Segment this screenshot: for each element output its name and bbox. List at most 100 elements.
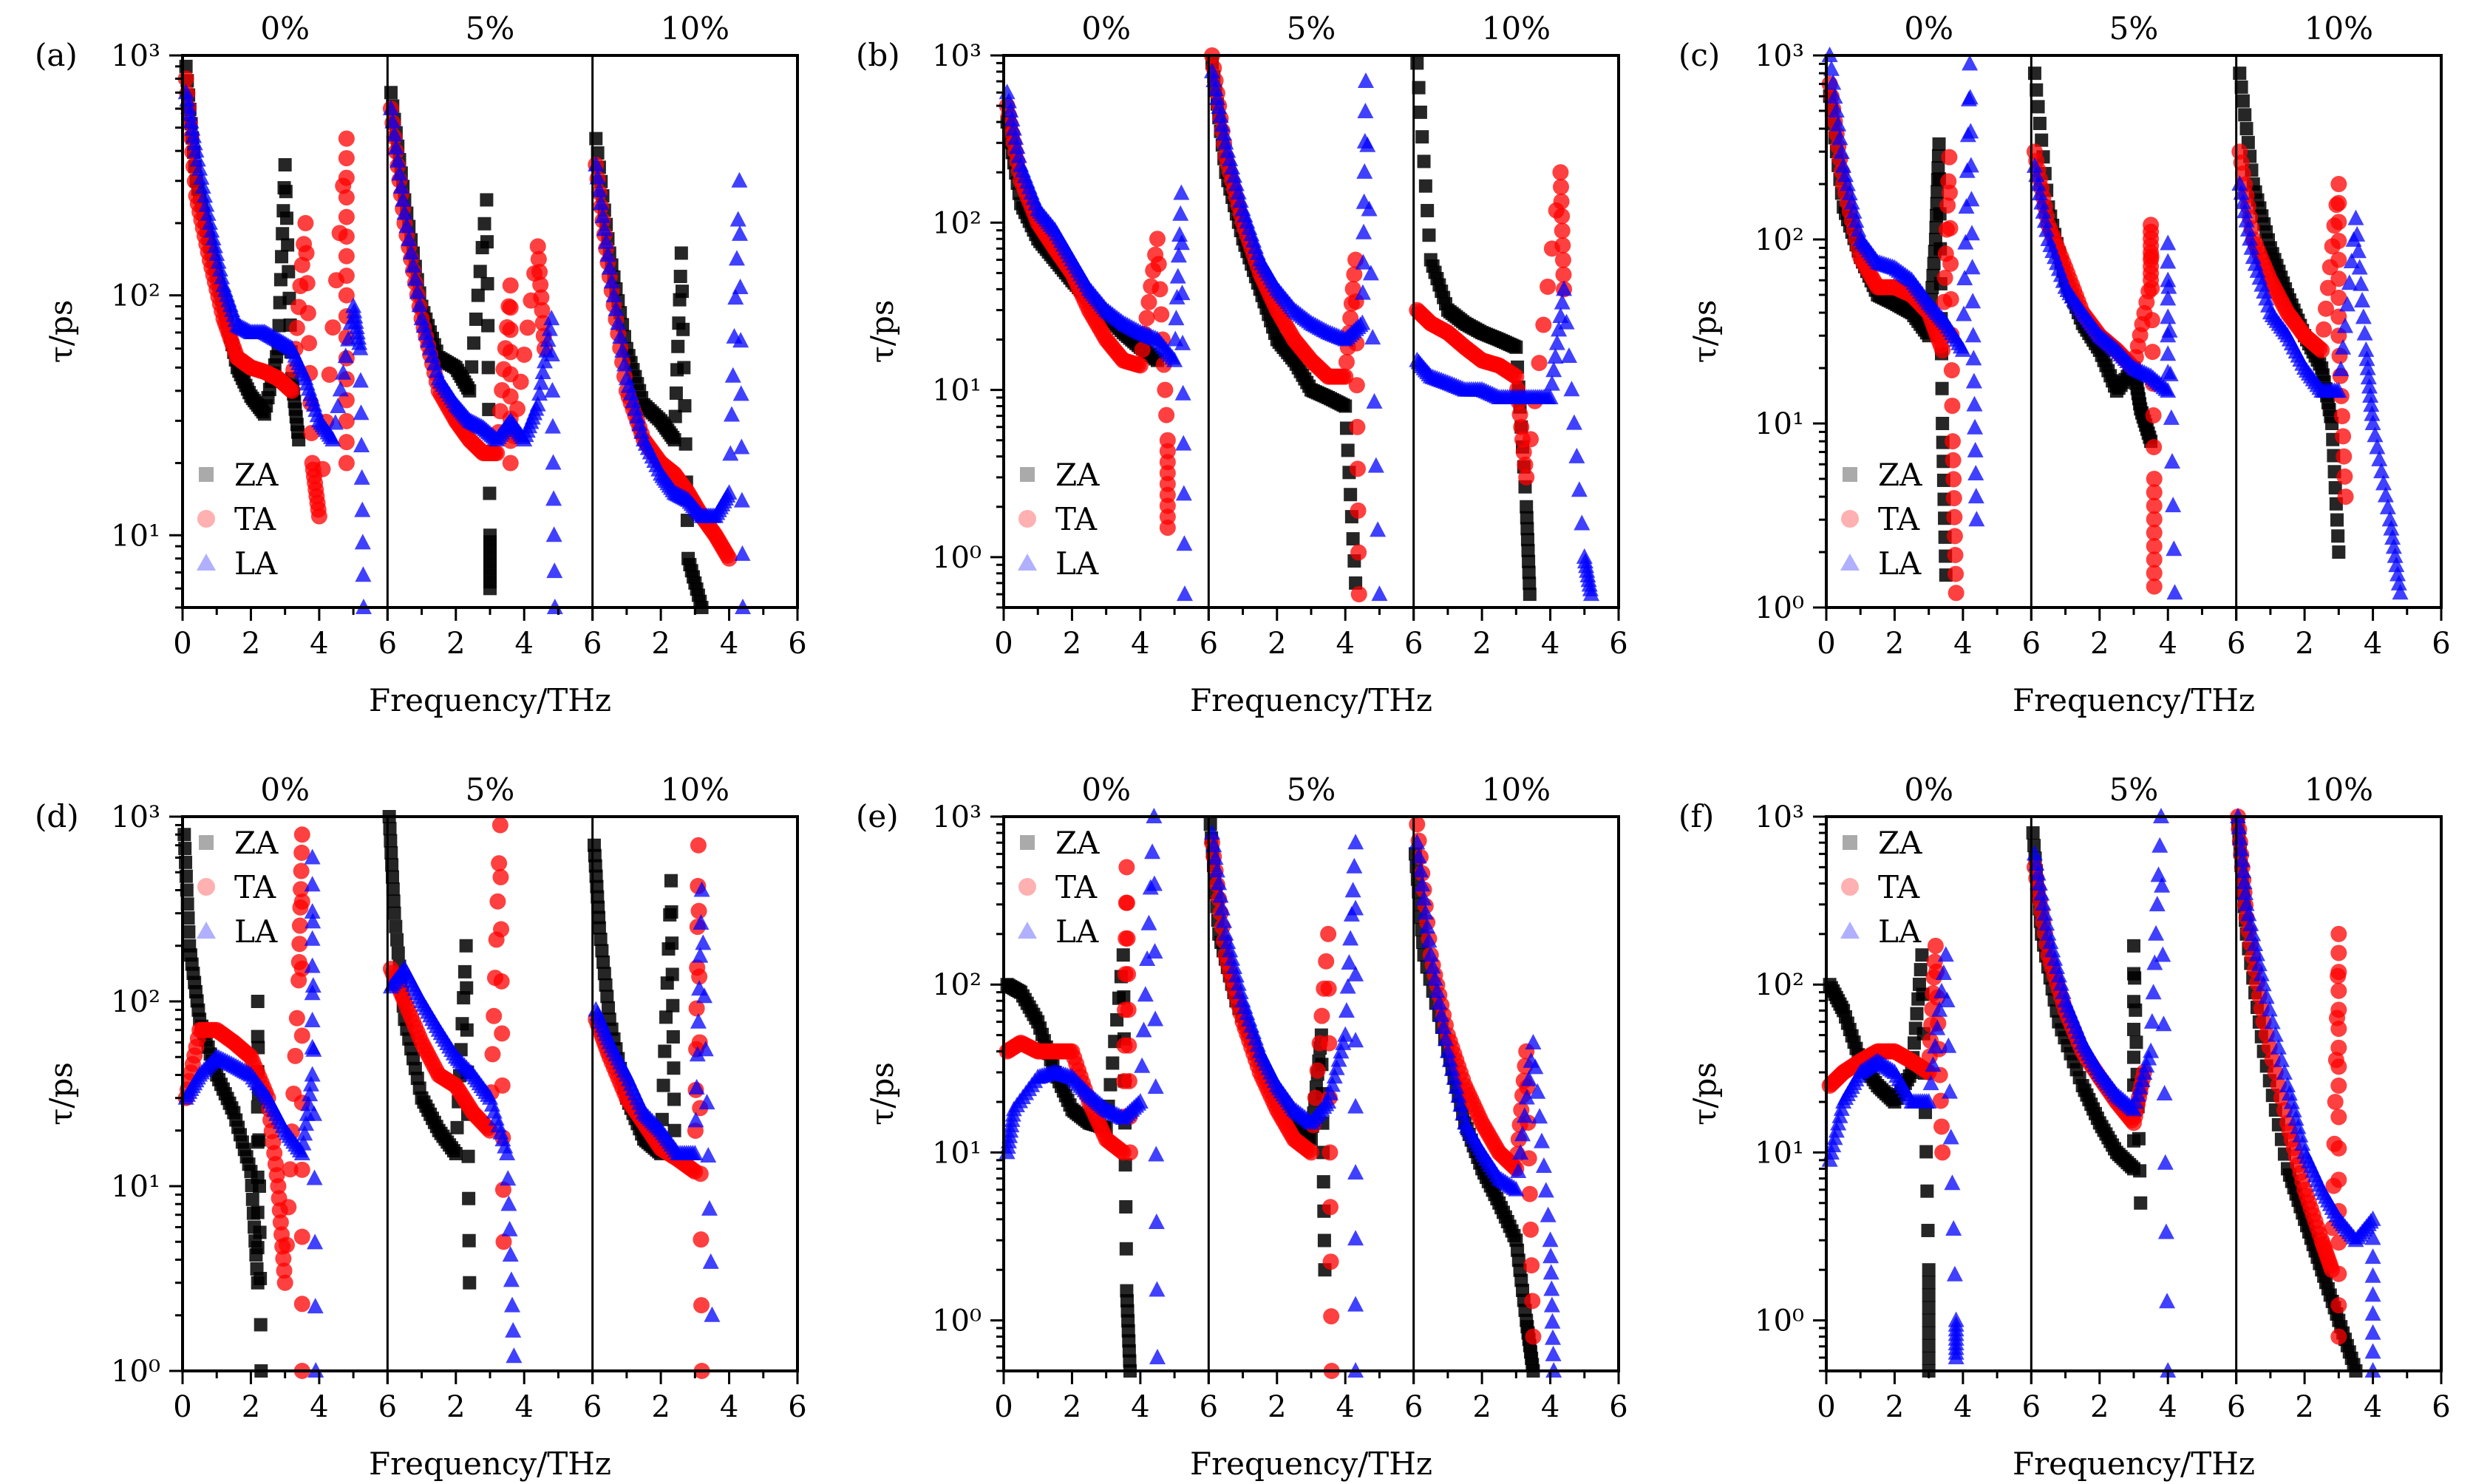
la-marker bbox=[1554, 293, 1571, 310]
ta-marker bbox=[1338, 353, 1355, 370]
la-marker bbox=[409, 283, 426, 299]
la-marker bbox=[214, 268, 231, 285]
legend-label: TA bbox=[234, 869, 276, 905]
za-marker bbox=[252, 1133, 266, 1147]
la-marker bbox=[2157, 1223, 2174, 1239]
la-marker bbox=[1217, 134, 1234, 150]
ta-marker bbox=[2143, 312, 2160, 329]
za-marker bbox=[245, 1192, 259, 1206]
la-marker bbox=[1005, 120, 1022, 136]
la-marker bbox=[391, 165, 408, 181]
ta-marker bbox=[1150, 256, 1167, 273]
la-marker bbox=[732, 385, 749, 401]
la-marker bbox=[1545, 361, 1562, 378]
za-marker bbox=[2236, 94, 2250, 108]
la-marker bbox=[401, 231, 418, 247]
za-marker bbox=[477, 217, 491, 231]
la-marker bbox=[1574, 514, 1591, 531]
strain-label: 5% bbox=[466, 772, 515, 808]
la-marker bbox=[1137, 986, 1154, 1002]
ta-marker bbox=[2336, 448, 2353, 465]
la-marker bbox=[1169, 268, 1186, 284]
ta-marker bbox=[1525, 1328, 1542, 1345]
la-marker bbox=[1828, 101, 1845, 118]
strain-label: 10% bbox=[661, 10, 729, 47]
strain-label: 0% bbox=[260, 772, 310, 808]
la-marker bbox=[733, 438, 750, 455]
za-marker bbox=[465, 360, 479, 374]
la-marker bbox=[2385, 538, 2402, 554]
la-marker bbox=[2143, 1012, 2160, 1029]
ta-marker bbox=[338, 150, 355, 167]
legend-label: LA bbox=[234, 913, 278, 950]
ta-marker bbox=[338, 287, 355, 304]
za-marker bbox=[483, 582, 497, 596]
legend-label: ZA bbox=[234, 825, 279, 861]
ta-marker bbox=[2143, 217, 2160, 234]
za-marker bbox=[459, 939, 473, 953]
la-marker bbox=[1174, 384, 1191, 401]
x-tick-label: 4 bbox=[1541, 627, 1559, 661]
za-marker bbox=[383, 822, 397, 836]
za-marker bbox=[665, 936, 679, 950]
x-tick-label: 2 bbox=[1063, 1390, 1081, 1424]
ta-marker bbox=[2319, 279, 2336, 296]
za-marker bbox=[664, 874, 678, 888]
la-marker bbox=[545, 490, 562, 506]
za-marker bbox=[2127, 939, 2140, 953]
ta-marker bbox=[530, 251, 547, 268]
la-marker bbox=[1170, 247, 1187, 263]
la-marker bbox=[1556, 280, 1573, 296]
la-marker bbox=[1344, 882, 1361, 898]
za-marker bbox=[676, 322, 690, 336]
la-marker bbox=[1525, 1033, 1542, 1049]
la-marker bbox=[1176, 535, 1193, 551]
ta-marker bbox=[2330, 1039, 2347, 1056]
la-marker bbox=[1347, 899, 1364, 916]
la-marker bbox=[1224, 159, 1241, 175]
la-marker bbox=[1837, 166, 1854, 183]
la-marker bbox=[327, 414, 344, 430]
za-marker bbox=[253, 1225, 267, 1239]
za-marker bbox=[467, 336, 481, 350]
za-marker bbox=[1936, 417, 1950, 430]
za-marker bbox=[2128, 971, 2142, 985]
la-marker bbox=[1338, 1002, 1355, 1018]
ta-marker bbox=[1945, 471, 1962, 488]
ta-marker bbox=[534, 302, 551, 319]
legend-marker-triangle-icon bbox=[197, 554, 216, 571]
la-marker bbox=[727, 289, 744, 305]
za-marker bbox=[673, 270, 687, 284]
la-marker bbox=[1172, 205, 1189, 221]
la-marker bbox=[304, 1011, 321, 1027]
la-marker bbox=[2364, 1267, 2381, 1283]
la-marker bbox=[2238, 211, 2255, 228]
la-marker bbox=[2355, 308, 2372, 324]
ta-marker bbox=[293, 893, 310, 910]
la-marker bbox=[2381, 511, 2398, 527]
la-marker bbox=[186, 127, 203, 143]
la-marker bbox=[544, 418, 561, 434]
ta-marker bbox=[1350, 586, 1367, 603]
za-marker bbox=[462, 1233, 476, 1248]
la-marker bbox=[304, 1066, 321, 1082]
la-marker bbox=[2375, 474, 2392, 491]
la-marker bbox=[2335, 338, 2352, 355]
ta-marker bbox=[1944, 398, 1961, 415]
za-marker bbox=[449, 1146, 463, 1160]
ta-marker bbox=[1350, 544, 1367, 561]
ta-marker bbox=[1934, 341, 1951, 358]
ta-marker bbox=[2330, 176, 2347, 193]
la-marker bbox=[1831, 129, 1848, 146]
la-marker bbox=[2364, 1248, 2381, 1265]
za-marker bbox=[389, 919, 403, 933]
la-marker bbox=[1846, 202, 1863, 219]
ta-marker bbox=[1118, 859, 1135, 876]
x-tick-label: 6 bbox=[2022, 1390, 2041, 1424]
ta-marker bbox=[2330, 1265, 2347, 1282]
x-tick-label: 6 bbox=[1404, 1390, 1423, 1424]
x-tick-label: 0 bbox=[173, 627, 191, 661]
la-marker bbox=[610, 314, 627, 330]
za-marker bbox=[254, 1272, 268, 1285]
la-marker bbox=[1571, 481, 1588, 497]
